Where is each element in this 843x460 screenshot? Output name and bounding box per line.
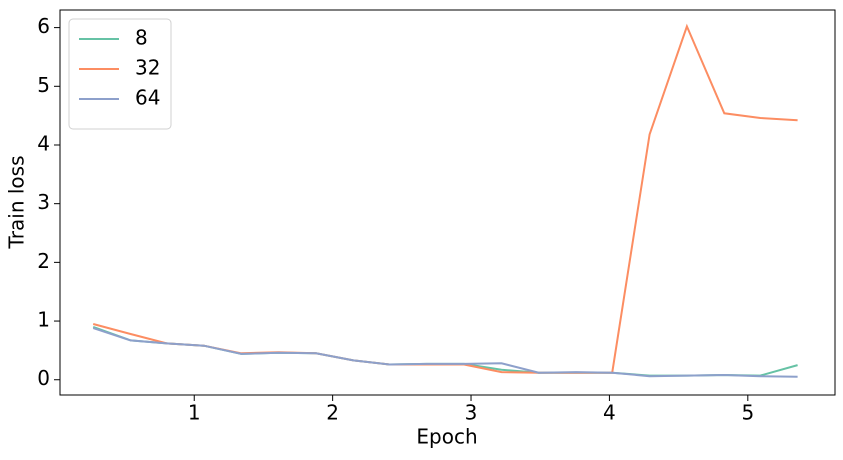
x-tick-label: 4 bbox=[603, 401, 616, 425]
legend-label: 8 bbox=[135, 26, 148, 50]
x-tick-label: 2 bbox=[326, 401, 339, 425]
series-line bbox=[92, 327, 798, 378]
y-tick-label: 3 bbox=[37, 190, 50, 214]
series-line bbox=[92, 23, 798, 374]
legend: 8 32 64 bbox=[68, 18, 172, 130]
y-tick-label: 6 bbox=[37, 14, 50, 38]
legend-label: 64 bbox=[135, 86, 160, 110]
x-tick-label: 3 bbox=[465, 401, 478, 425]
plot-frame bbox=[59, 9, 836, 396]
y-tick-label: 0 bbox=[37, 366, 50, 390]
y-axis-label: Train loss bbox=[5, 156, 29, 250]
x-axis-label: Epoch bbox=[416, 425, 477, 449]
x-tick-label: 1 bbox=[188, 401, 201, 425]
y-tick-label: 1 bbox=[37, 308, 50, 332]
y-tick-label: 4 bbox=[37, 131, 50, 155]
series-line bbox=[92, 325, 798, 377]
y-tick-label: 2 bbox=[37, 249, 50, 273]
x-tick-label: 5 bbox=[741, 401, 754, 425]
y-tick-label: 5 bbox=[37, 73, 50, 97]
legend-box bbox=[68, 18, 172, 130]
legend-label: 32 bbox=[135, 56, 160, 80]
